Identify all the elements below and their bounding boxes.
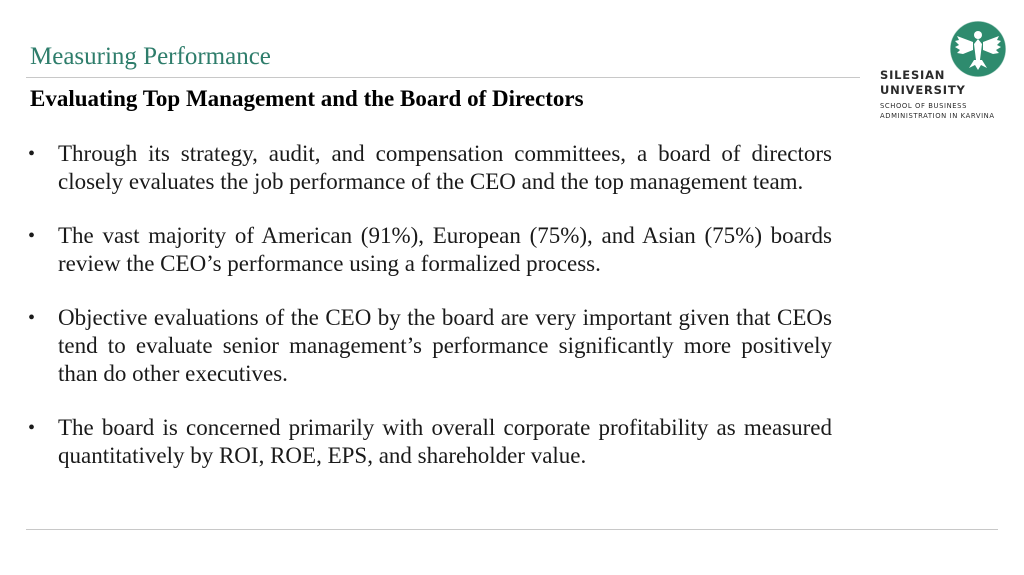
bullet-item: • The vast majority of American (91%), E… [28, 222, 832, 278]
bullet-text: Through its strategy, audit, and compens… [58, 141, 832, 194]
bullet-text: The board is concerned primarily with ov… [58, 415, 832, 468]
bullet-list: • Through its strategy, audit, and compe… [28, 140, 832, 496]
footer-divider [26, 529, 998, 530]
logo-name: SILESIAN UNIVERSITY [880, 68, 966, 98]
logo-name-line2: UNIVERSITY [880, 83, 966, 97]
logo-name-line1: SILESIAN [880, 68, 946, 82]
slide-subtitle: Evaluating Top Management and the Board … [30, 86, 584, 111]
bullet-text: The vast majority of American (91%), Eur… [58, 223, 832, 276]
bullet-dot-icon: • [28, 307, 36, 329]
page-header-title: Measuring Performance [30, 43, 271, 70]
logo-subtitle: School of Business Administration in Kar… [880, 101, 995, 121]
eagle-emblem-icon [949, 20, 1007, 78]
bullet-item: • Objective evaluations of the CEO by th… [28, 304, 832, 388]
logo-sub-line2: Administration in Karvina [880, 112, 995, 120]
bullet-dot-icon: • [28, 417, 36, 439]
bullet-item: • The board is concerned primarily with … [28, 414, 832, 470]
bullet-text: Objective evaluations of the CEO by the … [58, 305, 832, 386]
header-divider [26, 77, 860, 78]
bullet-item: • Through its strategy, audit, and compe… [28, 140, 832, 196]
bullet-dot-icon: • [28, 143, 36, 165]
logo-sub-line1: School of Business [880, 102, 968, 110]
bullet-dot-icon: • [28, 225, 36, 247]
